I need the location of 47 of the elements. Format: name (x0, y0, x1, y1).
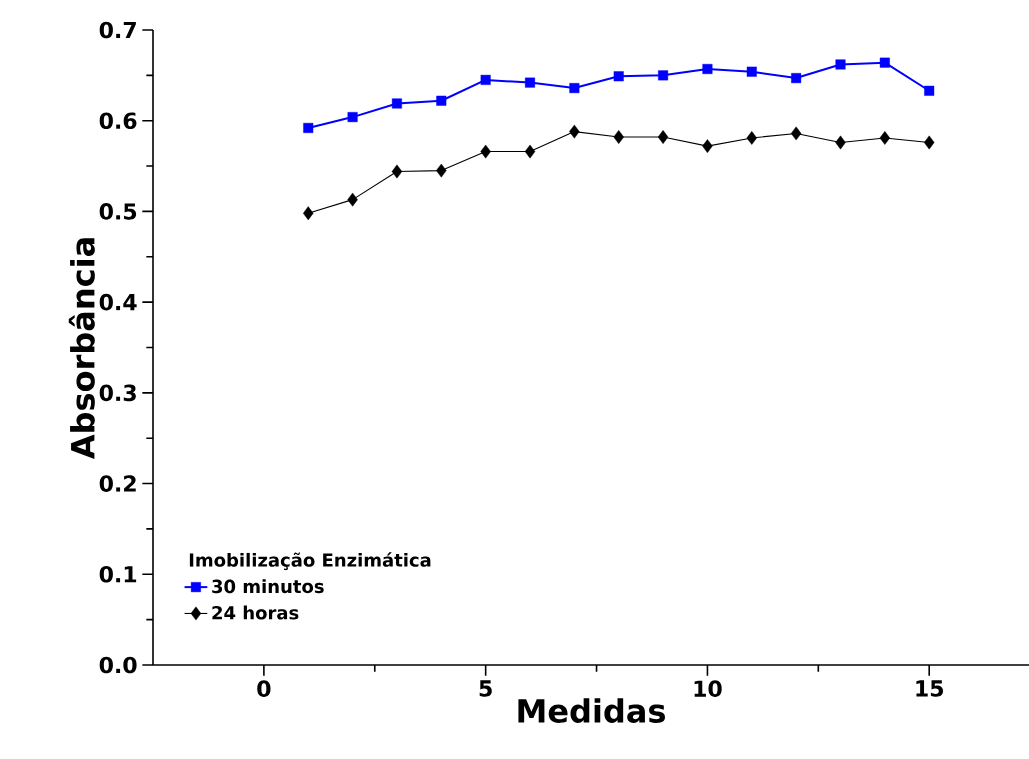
point (657, 130, 669, 144)
point (613, 71, 624, 82)
y-tick-label: 0.7 (99, 21, 136, 39)
point (480, 144, 491, 159)
y-tick-label: 0.6 (99, 112, 137, 130)
x-tick-label: 0 (257, 680, 271, 697)
point (746, 131, 757, 145)
y-tick-label: 0.5 (99, 203, 137, 220)
point (436, 95, 447, 106)
x-axis-title: Medidas (518, 698, 665, 723)
y-tick-label: 0.0 (99, 656, 137, 674)
x-tick-label: 15 (916, 680, 943, 697)
point (791, 73, 802, 84)
point (879, 131, 891, 145)
point (658, 70, 669, 81)
point (613, 130, 624, 144)
point (569, 124, 580, 139)
point (525, 77, 536, 88)
legend-title: Imobilização Enzimática (189, 552, 431, 571)
point (746, 66, 757, 77)
legend-label: 24 horas (212, 605, 299, 620)
point (391, 98, 402, 109)
point (569, 83, 580, 94)
point (480, 74, 491, 85)
point (879, 57, 890, 68)
point (391, 164, 403, 179)
point (436, 163, 447, 178)
y-tick-label: 0.2 (99, 475, 136, 492)
point (835, 135, 846, 150)
point (702, 64, 713, 75)
y-axis-title: Absorbância (68, 238, 95, 459)
point (702, 139, 713, 153)
point (347, 112, 358, 123)
y-tick-label: 0.1 (99, 565, 137, 583)
point (303, 122, 314, 133)
x-tick-label: 10 (694, 680, 722, 697)
y-tick-label: 0.3 (99, 384, 136, 402)
legend-label: 30 minutos (212, 579, 324, 594)
point (347, 192, 358, 207)
x-tick-label: 5 (479, 680, 492, 697)
point (524, 144, 536, 159)
point (303, 206, 314, 221)
point (835, 59, 846, 70)
point (924, 135, 935, 150)
y-tick-label: 0.4 (99, 293, 137, 311)
point (924, 85, 935, 96)
point (790, 126, 802, 141)
